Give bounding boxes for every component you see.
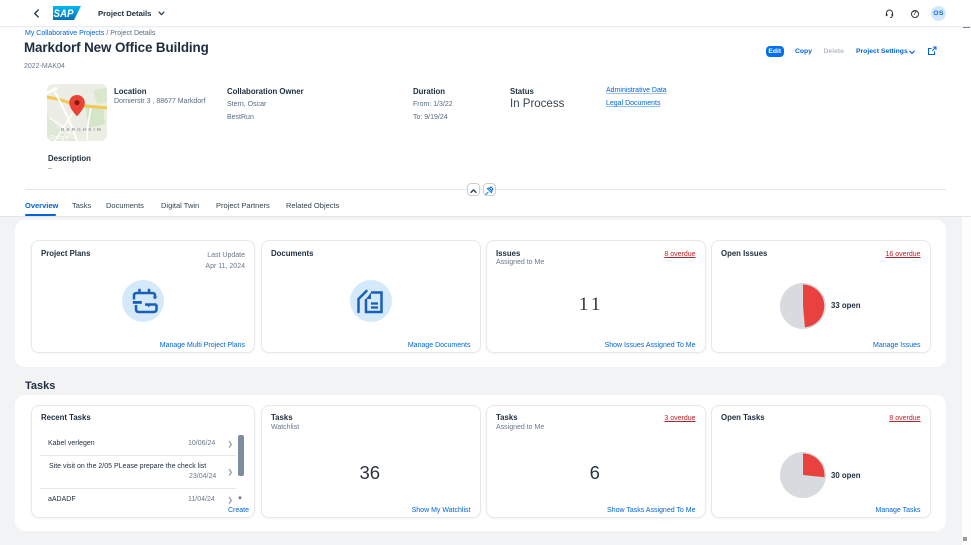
svg-text:BERGHEIM: BERGHEIM (61, 127, 103, 133)
svg-text:Google: Google (49, 135, 70, 142)
svg-text:SAP: SAP (54, 8, 75, 20)
